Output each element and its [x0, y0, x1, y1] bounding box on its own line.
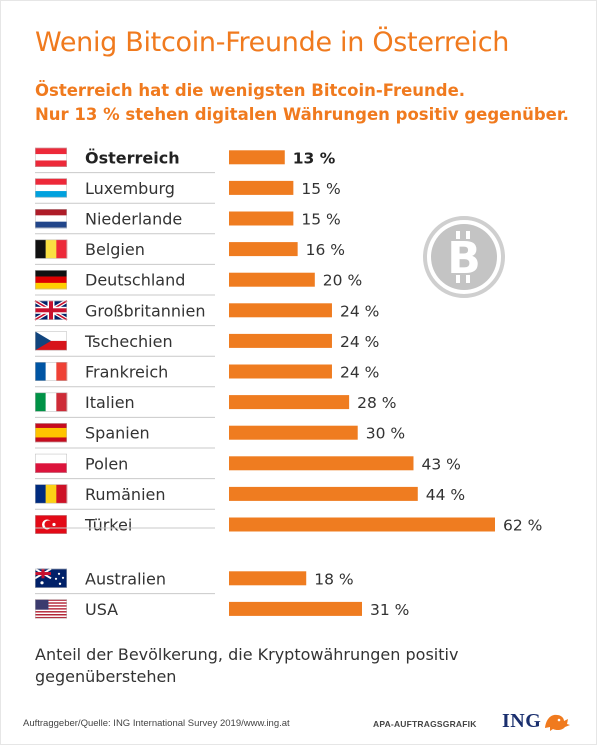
subtitle-line-1: Österreich hat die wenigsten Bitcoin-Fre… [35, 81, 466, 100]
ing-logo: ING [502, 708, 574, 734]
page-title: Wenig Bitcoin-Freunde in Österreich [35, 27, 510, 58]
country-label-tschechien: Tschechien [84, 332, 173, 351]
value-label-italien: 28 % [357, 394, 396, 412]
flag-poland-icon [35, 453, 67, 473]
value-label-niederlande: 15 % [301, 211, 340, 229]
bar-frankreich [229, 364, 332, 379]
bar-turkei [229, 517, 495, 532]
flag-france-icon [35, 362, 68, 381]
flag-luxembourg-icon [35, 178, 67, 198]
value-label-tschechien: 24 % [340, 333, 379, 351]
country-label-polen: Polen [85, 454, 128, 473]
subtitle-line-2: Nur 13 % stehen digitalen Währungen posi… [35, 105, 569, 124]
source-note: Auftraggeber/Quelle: ING International S… [23, 718, 290, 729]
value-label-frankreich: 24 % [340, 364, 379, 382]
bar-spanien [229, 425, 358, 440]
subtitle: Österreich hat die wenigsten Bitcoin-Fre… [35, 79, 569, 127]
flag-italy-icon [35, 392, 68, 412]
country-label-spanien: Spanien [85, 424, 150, 443]
flag-netherlands-icon [35, 209, 67, 229]
flag-romania-icon [35, 484, 68, 504]
bar-grossbritannien [229, 303, 332, 318]
bar-tschechien [229, 333, 332, 348]
value-label-turkei: 62 % [503, 517, 542, 535]
value-label-deutschland: 20 % [323, 272, 362, 290]
brand-text: ING [502, 710, 542, 732]
country-label-niederlande: Niederlande [85, 210, 182, 229]
country-label-belgien: Belgien [85, 240, 145, 259]
bar-italien [229, 395, 350, 410]
bar-usa [229, 601, 362, 616]
flag-turkey-icon [35, 515, 67, 534]
bar-deutschland [229, 272, 315, 287]
country-label-usa: USA [85, 600, 118, 619]
value-label-osterreich: 13 % [293, 149, 336, 167]
value-label-australien: 18 % [314, 570, 353, 588]
bitcoin-icon: B [423, 216, 505, 298]
country-label-frankreich: Frankreich [85, 363, 168, 382]
value-label-luxemburg: 15 % [301, 180, 340, 198]
bar-osterreich [229, 150, 285, 165]
country-label-turkei: Türkei [84, 516, 132, 535]
bar-luxemburg [229, 180, 294, 195]
bar-australien [229, 571, 307, 586]
agency-credit: APA-AUFTRAGSGRAFIK [373, 719, 477, 729]
country-label-deutschland: Deutschland [85, 271, 185, 290]
flag-usa-icon [35, 599, 67, 620]
flag-czechia-icon [35, 331, 67, 351]
flag-uk-icon [33, 299, 69, 322]
country-label-australien: Australien [85, 569, 166, 588]
flag-spain-icon [35, 423, 67, 443]
svg-text:B: B [447, 233, 481, 284]
flag-austria-icon [35, 147, 67, 167]
country-label-grossbritannien: Großbritannien [85, 301, 205, 320]
ing-lion-icon [545, 714, 570, 731]
bar-belgien [229, 242, 298, 257]
country-label-osterreich: Österreich [85, 148, 180, 167]
flag-germany-icon [35, 270, 67, 290]
bar-rumanien [229, 486, 418, 501]
flag-belgium-icon [35, 239, 68, 259]
value-label-belgien: 16 % [306, 241, 345, 259]
chart-caption: Anteil der Bevölkerung, die Kryptowährun… [35, 645, 459, 686]
value-label-spanien: 30 % [366, 425, 405, 443]
bar-niederlande [229, 211, 294, 226]
value-label-usa: 31 % [370, 601, 409, 619]
value-label-grossbritannien: 24 % [340, 302, 379, 320]
country-label-italien: Italien [85, 393, 135, 412]
value-label-polen: 43 % [421, 455, 460, 473]
country-label-rumanien: Rumänien [85, 485, 166, 504]
bar-chart: Österreich 13 % Luxemburg 15 % Niederlande 15… [33, 147, 542, 620]
bar-polen [229, 456, 414, 471]
value-label-rumanien: 44 % [426, 486, 465, 504]
flag-australia-icon [34, 567, 67, 588]
country-label-luxemburg: Luxemburg [85, 179, 175, 198]
